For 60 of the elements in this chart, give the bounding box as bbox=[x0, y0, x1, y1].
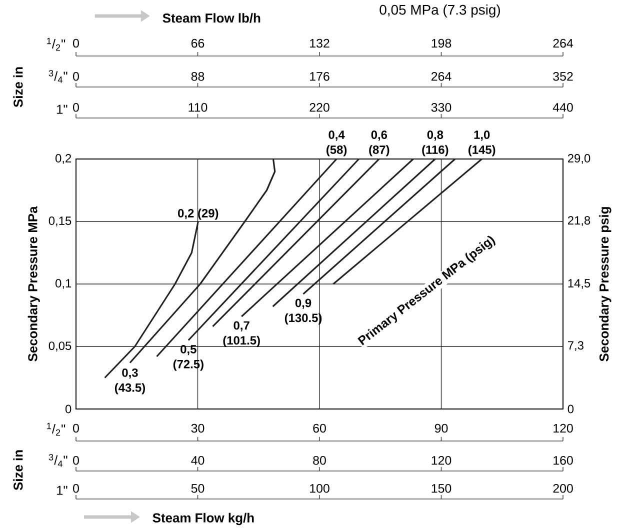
y2-tick-label: 0 bbox=[568, 404, 574, 414]
text: 0 bbox=[73, 484, 79, 493]
x2-tick-label: 198 bbox=[432, 38, 452, 48]
series-label: 0,2 (29) bbox=[178, 208, 218, 220]
y2-tick-label: 21,8 bbox=[568, 216, 590, 226]
text: 0 bbox=[73, 72, 79, 81]
series-label: 0,6 (87) bbox=[369, 130, 390, 156]
text: 220 bbox=[310, 102, 330, 112]
text: 0 bbox=[73, 456, 79, 465]
text: 0,05 MPa (7.3 psig) bbox=[380, 4, 500, 18]
x-tick-label: 90 bbox=[434, 424, 448, 433]
text: 1" bbox=[56, 104, 68, 114]
series-label: 0,8 (116) bbox=[422, 130, 448, 156]
y2-axis-title: Secondary Pressure psig bbox=[599, 207, 612, 362]
series-label: 0,7 (101.5) bbox=[223, 321, 260, 347]
text: 176 bbox=[310, 72, 330, 81]
text: 440 bbox=[552, 102, 573, 112]
text: 40 bbox=[191, 456, 204, 465]
y-axis-title: Secondary Pressure MPa bbox=[28, 206, 40, 362]
text: 352 bbox=[553, 72, 573, 81]
text: 80 bbox=[313, 456, 326, 465]
x2-axis-title: $^{1}$/$_{2}$" bbox=[47, 38, 66, 51]
text: Steam Flow kg/h bbox=[152, 512, 254, 526]
text: 88 bbox=[191, 72, 204, 81]
x-axis-title: $^{1}$/$_{2}$" bbox=[47, 422, 66, 436]
x-tick-label: 0 bbox=[73, 424, 79, 433]
y-tick-label: 0,15 bbox=[48, 216, 72, 226]
text: 110 bbox=[188, 102, 208, 112]
text: 50 bbox=[191, 484, 204, 493]
text: 330 bbox=[431, 102, 452, 112]
series-label: 1,0 (145) bbox=[468, 130, 496, 156]
text: 120 bbox=[432, 456, 452, 465]
y-tick-label: 0,2 bbox=[56, 154, 72, 164]
text: 0 bbox=[73, 102, 79, 112]
text: 150 bbox=[432, 484, 452, 493]
text: Steam Flow lb/h bbox=[162, 13, 260, 23]
y-tick-label: 0 bbox=[65, 404, 72, 414]
x2-tick-label: 0 bbox=[73, 38, 79, 48]
text: Size in bbox=[13, 450, 23, 490]
y2-tick-label: 7,3 bbox=[568, 341, 584, 352]
x2-tick-label: 264 bbox=[553, 38, 574, 48]
text: 160 bbox=[554, 456, 573, 465]
text: $^{3}$/$_{4}$" bbox=[48, 70, 68, 83]
series-label: 0,4 (58) bbox=[326, 130, 347, 156]
x-tick-label: 60 bbox=[313, 424, 326, 433]
text: 1" bbox=[56, 486, 68, 495]
text: 264 bbox=[431, 72, 452, 81]
series-label: 0,3 (43.5) bbox=[114, 368, 145, 394]
text: Size in bbox=[13, 67, 23, 108]
x2-tick-label: 132 bbox=[310, 38, 330, 48]
y2-tick-label: 14,5 bbox=[568, 279, 590, 289]
x-tick-label: 120 bbox=[554, 424, 573, 433]
text: 100 bbox=[310, 484, 330, 493]
y2-tick-label: 29,0 bbox=[568, 154, 590, 164]
x2-tick-label: 66 bbox=[191, 38, 204, 48]
y-tick-label: 0,1 bbox=[56, 279, 72, 289]
text: 200 bbox=[553, 484, 573, 493]
x-tick-label: 30 bbox=[191, 424, 204, 433]
text: $^{3}$/$_{4}$" bbox=[48, 454, 68, 467]
y-tick-label: 0,05 bbox=[48, 342, 72, 352]
